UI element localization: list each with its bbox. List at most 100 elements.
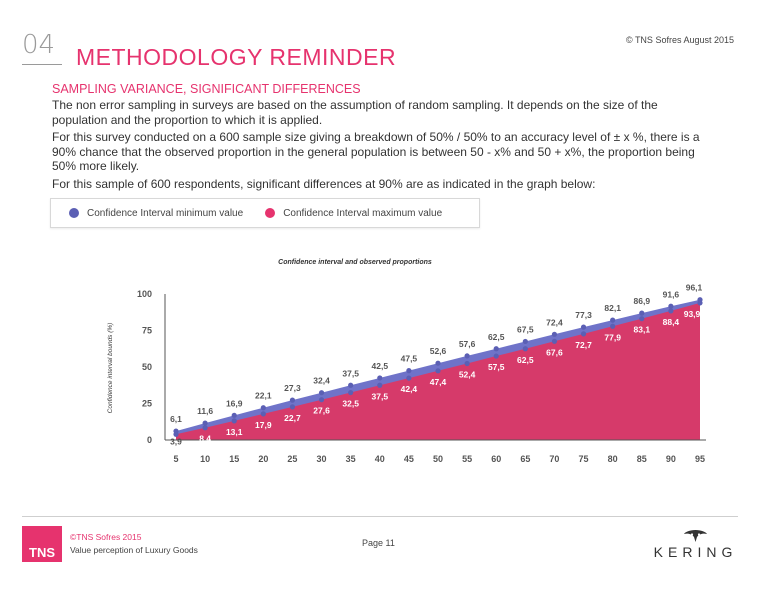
min-data-label: 27,6	[313, 406, 330, 416]
min-data-label: 57,5	[488, 362, 505, 372]
legend-min-label: Confidence Interval minimum value	[87, 207, 244, 219]
max-data-label: 96,1	[686, 283, 703, 293]
legend-max-label: Confidence Interval maximum value	[283, 207, 443, 219]
min-data-point	[668, 308, 674, 314]
min-data-point	[697, 300, 703, 306]
min-data-point	[318, 397, 325, 403]
min-data-point	[289, 404, 296, 410]
min-data-point	[348, 389, 354, 396]
max-data-label: 42,5	[372, 361, 389, 371]
min-data-point	[464, 360, 470, 367]
min-data-label: 52,4	[459, 369, 476, 379]
legend-min-dot-icon	[69, 208, 79, 218]
max-data-point	[348, 382, 354, 388]
max-data-label: 77,3	[575, 310, 592, 320]
max-data-label: 86,9	[634, 296, 651, 306]
x-tick-label: 60	[491, 454, 501, 464]
max-data-label: 82,1	[604, 303, 621, 313]
section-number: 04	[22, 30, 56, 60]
min-data-point	[580, 331, 587, 337]
max-data-label: 6,1	[170, 414, 182, 424]
max-data-label: 52,6	[430, 346, 447, 356]
max-data-point	[260, 405, 266, 411]
min-data-label: 8,4	[199, 434, 211, 444]
max-data-point	[318, 390, 325, 396]
max-data-label: 62,5	[488, 332, 505, 342]
min-data-point	[551, 338, 558, 344]
section-subtitle: SAMPLING VARIANCE, SIGNIFICANT DIFFERENC…	[52, 82, 361, 96]
x-tick-label: 5	[173, 454, 178, 464]
section-divider	[22, 64, 62, 65]
x-tick-label: 80	[608, 454, 618, 464]
min-data-label: 67,6	[546, 347, 563, 357]
min-data-label: 88,4	[663, 317, 680, 327]
footer-study: Value perception of Luxury Goods	[70, 545, 198, 555]
max-data-point	[668, 303, 674, 309]
min-data-label: 22,7	[284, 413, 301, 423]
x-tick-label: 45	[404, 454, 414, 464]
max-data-label: 67,5	[517, 324, 534, 334]
max-data-point	[406, 368, 412, 374]
paragraph-2: For this survey conducted on a 600 sampl…	[52, 130, 700, 173]
x-tick-label: 70	[549, 454, 559, 464]
max-data-label: 72,4	[546, 317, 563, 327]
min-data-label: 93,9	[684, 309, 701, 319]
confidence-interval-chart: Confidence interval and observed proport…	[107, 259, 706, 464]
max-data-point	[202, 420, 208, 426]
max-data-label: 57,6	[459, 339, 476, 349]
x-tick-label: 50	[433, 454, 443, 464]
x-tick-label: 30	[317, 454, 327, 464]
max-data-label: 47,5	[401, 354, 418, 364]
paragraph-1: The non error sampling in surveys are ba…	[52, 98, 658, 127]
max-data-label: 11,6	[197, 406, 213, 416]
legend-max-dot-icon	[265, 208, 276, 218]
min-data-point	[231, 418, 237, 424]
min-data-label: 77,9	[604, 332, 621, 342]
min-data-point	[435, 368, 441, 374]
x-tick-label: 65	[520, 454, 530, 464]
max-data-point	[551, 331, 558, 337]
x-tick-label: 55	[462, 454, 472, 464]
x-tick-label: 40	[375, 454, 385, 464]
min-data-point	[610, 323, 616, 329]
paragraph-3: For this sample of 600 respondents, sign…	[52, 176, 596, 191]
copyright-notice: © TNS Sofres August 2015	[625, 35, 734, 45]
max-data-label: 22,1	[255, 391, 272, 401]
y-tick-label: 0	[147, 435, 152, 445]
x-tick-label: 75	[579, 454, 589, 464]
min-data-label: 62,5	[517, 355, 534, 365]
max-data-point	[610, 317, 616, 323]
max-data-point	[435, 360, 441, 366]
x-tick-label: 10	[200, 454, 210, 464]
max-data-label: 16,9	[226, 398, 243, 408]
min-data-label: 37,5	[372, 391, 389, 401]
kering-wordmark: KERING	[653, 544, 738, 560]
min-data-label: 72,7	[575, 340, 592, 350]
chart-legend: Confidence Interval minimum value Confid…	[50, 198, 480, 228]
page-title: METHODOLOGY REMINDER	[76, 44, 397, 70]
min-data-label: 3,9	[170, 436, 182, 446]
y-tick-label: 50	[142, 362, 152, 372]
page-number: Page 11	[362, 538, 395, 548]
max-data-point	[522, 338, 528, 345]
min-data-label: 32,5	[342, 399, 359, 409]
y-tick-label: 25	[142, 399, 152, 409]
min-data-point	[522, 346, 528, 352]
y-axis-title: Confidence interval bounds (%)	[107, 323, 114, 414]
x-tick-label: 95	[695, 454, 705, 464]
min-data-point	[639, 316, 645, 322]
max-data-point	[639, 310, 645, 316]
min-data-point	[202, 425, 208, 431]
max-data-point	[377, 375, 383, 381]
max-data-point	[289, 397, 296, 403]
kering-owl-icon	[684, 530, 707, 542]
footer-divider	[22, 516, 738, 517]
tns-logo: TNS	[22, 526, 62, 562]
min-data-label: 13,1	[226, 427, 243, 437]
footer-brand: ©TNS Sofres 2015	[70, 532, 142, 542]
max-data-label: 27,3	[284, 383, 301, 393]
min-data-point	[493, 353, 499, 359]
chart-title: Confidence interval and observed proport…	[278, 259, 432, 266]
x-tick-label: 15	[229, 454, 239, 464]
x-tick-label: 85	[637, 454, 647, 464]
